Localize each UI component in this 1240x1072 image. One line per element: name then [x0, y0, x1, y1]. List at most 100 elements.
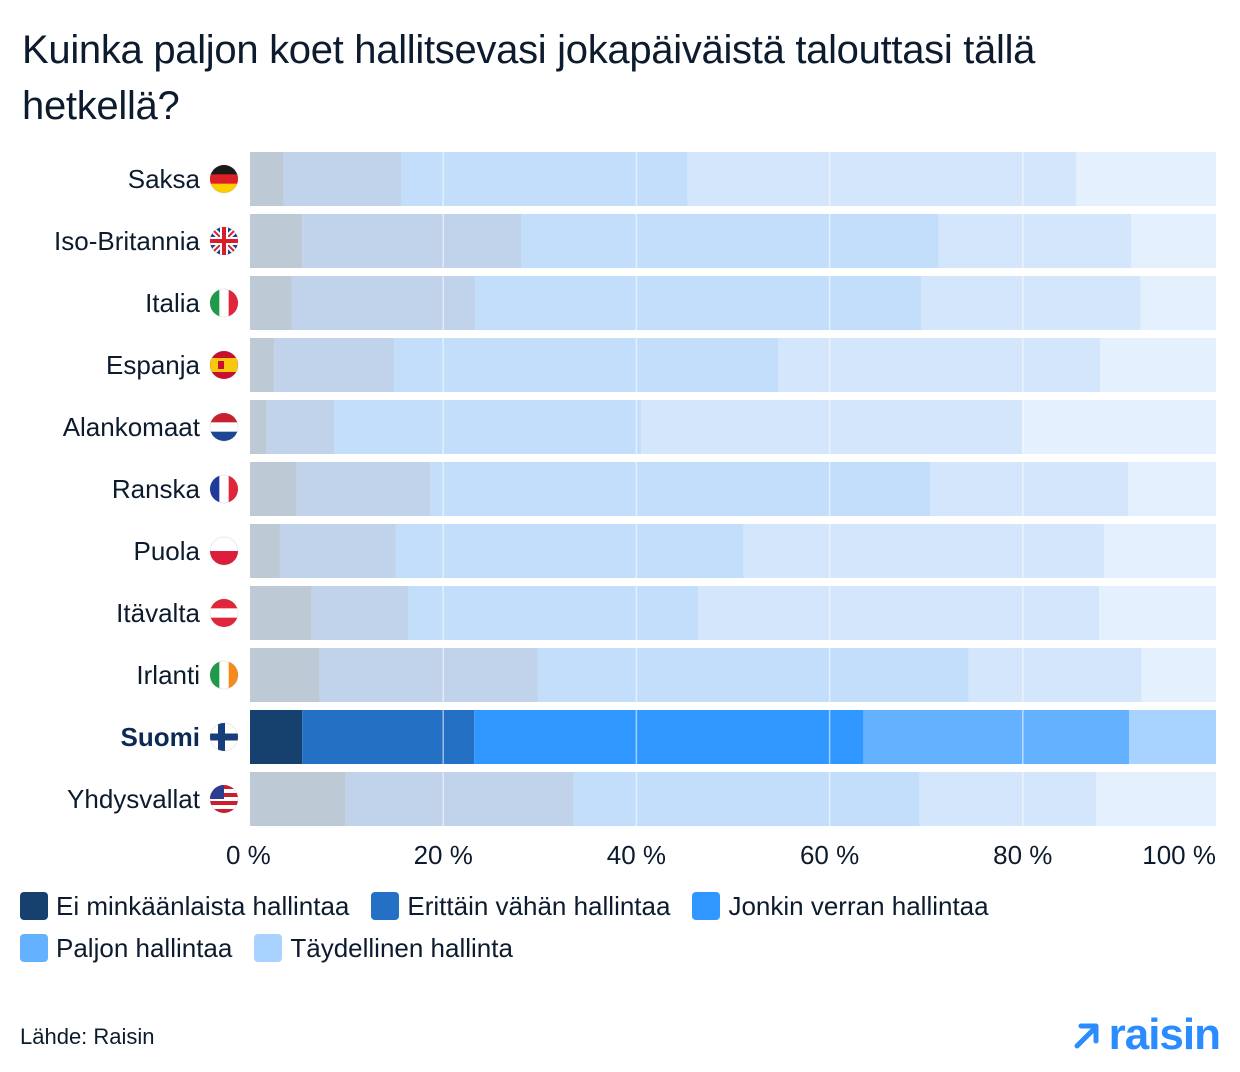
bar-segment: [521, 214, 939, 268]
category-label: Iso-Britannia: [54, 226, 200, 256]
source-note: Lähde: Raisin: [20, 1024, 155, 1049]
bar-segment: [250, 710, 303, 764]
legend-item: Paljon hallintaa: [20, 932, 232, 964]
x-tick-label: 20 %: [414, 840, 473, 870]
de-flag-icon: [209, 164, 239, 194]
bar-segment: [938, 214, 1131, 268]
us-flag-icon: [209, 784, 239, 814]
bar-segment: [279, 524, 396, 578]
x-tick-label: 80 %: [993, 840, 1052, 870]
bar-segment: [687, 152, 1076, 206]
bar-segment: [778, 338, 1101, 392]
bar-segment: [1100, 338, 1216, 392]
bar-segment: [345, 772, 574, 826]
category-label: Irlanti: [136, 660, 200, 690]
legend-swatch: [20, 892, 48, 920]
fr-flag-icon: [209, 474, 239, 504]
legend-item: Erittäin vähän hallintaa: [371, 890, 670, 922]
pl-flag-icon: [209, 536, 239, 566]
legend-swatch: [254, 934, 283, 962]
bar-segment: [1096, 772, 1216, 826]
bar-segment: [393, 338, 779, 392]
bar-segment: [250, 214, 303, 268]
bar-segment: [250, 772, 346, 826]
bar-segment: [250, 462, 297, 516]
bar-segment: [930, 462, 1129, 516]
bar-segment: [302, 710, 475, 764]
x-tick-label: 0 %: [226, 840, 271, 870]
bar-segment: [1140, 276, 1216, 330]
fi-flag-icon: [209, 722, 239, 752]
bar-segment: [921, 276, 1141, 330]
legend-label: Ei minkäänlaista hallintaa: [56, 890, 350, 921]
legend-item: Täydellinen hallinta: [254, 932, 513, 964]
nl-flag-icon: [209, 412, 239, 442]
legend-label: Täydellinen hallinta: [290, 932, 513, 963]
bar-segment: [250, 586, 312, 640]
bar-segment: [319, 648, 538, 702]
bar-segment: [641, 400, 1023, 454]
bar-segment: [250, 400, 267, 454]
bar-segment: [408, 586, 699, 640]
legend-item: Jonkin verran hallintaa: [692, 890, 989, 922]
legend-label: Jonkin verran hallintaa: [728, 890, 989, 921]
bar-segment: [250, 524, 280, 578]
category-label: Suomi: [121, 722, 200, 752]
bar-segment: [919, 772, 1097, 826]
bar-segment: [1022, 400, 1216, 454]
x-tick-label: 60 %: [800, 840, 859, 870]
legend-item: Ei minkäänlaista hallintaa: [20, 890, 349, 922]
bar-segment: [1075, 152, 1216, 206]
bar-segment: [296, 462, 431, 516]
stacked-bar-chart: 0 % 20 % 40 % 60 % 80 % 100 % Saksa Iso-Britann…: [54, 152, 1216, 870]
bar-segment: [250, 152, 284, 206]
bar-segment: [266, 400, 335, 454]
bar-segment: [250, 276, 292, 330]
bar-segment: [274, 338, 394, 392]
category-label: Alankomaat: [63, 412, 201, 442]
bar-segment: [1128, 462, 1216, 516]
bar-segment: [334, 400, 642, 454]
es-flag-icon: [209, 350, 239, 380]
legend-label: Erittäin vähän hallintaa: [407, 890, 671, 921]
bar-segment: [474, 710, 864, 764]
bar-segment: [573, 772, 920, 826]
bar-segment: [283, 152, 402, 206]
legend-swatch: [20, 934, 48, 962]
bar-segment: [863, 710, 1130, 764]
bar-segment: [401, 152, 688, 206]
legend-label: Paljon hallintaa: [56, 932, 233, 963]
bar-segment: [475, 276, 922, 330]
legend: Ei minkäänlaista hallintaa Erittäin vähän…: [20, 890, 1220, 964]
bar-segment: [537, 648, 969, 702]
bar-segment: [311, 586, 409, 640]
bar-segment: [743, 524, 1104, 578]
legend-swatch: [692, 892, 721, 920]
bar-segment: [302, 214, 522, 268]
category-label: Saksa: [128, 164, 201, 194]
category-label: Puola: [134, 536, 201, 566]
x-tick-label: 40 %: [607, 840, 666, 870]
arrow-up-right-icon: [1074, 1023, 1099, 1049]
category-label: Espanja: [106, 350, 200, 380]
bar-segment: [250, 338, 275, 392]
category-label: Italia: [145, 288, 200, 318]
legend-swatch: [371, 892, 400, 920]
bar-segment: [1099, 586, 1216, 640]
category-label: Itävalta: [116, 598, 200, 628]
it-flag-icon: [209, 288, 239, 318]
bar-segment: [698, 586, 1100, 640]
bar-segment: [291, 276, 476, 330]
at-flag-icon: [209, 598, 239, 628]
bar-segment: [968, 648, 1142, 702]
raisin-logo: raisin: [1071, 1010, 1221, 1059]
bar-segment: [1129, 710, 1216, 764]
bar-segment: [395, 524, 744, 578]
logo-text: raisin: [1108, 1010, 1221, 1059]
gb-flag-icon: [209, 226, 239, 256]
bar-segment: [250, 648, 320, 702]
bar-segment: [1141, 648, 1216, 702]
bar-segment: [430, 462, 931, 516]
category-label: Yhdysvallat: [67, 784, 201, 814]
ie-flag-icon: [209, 660, 239, 690]
